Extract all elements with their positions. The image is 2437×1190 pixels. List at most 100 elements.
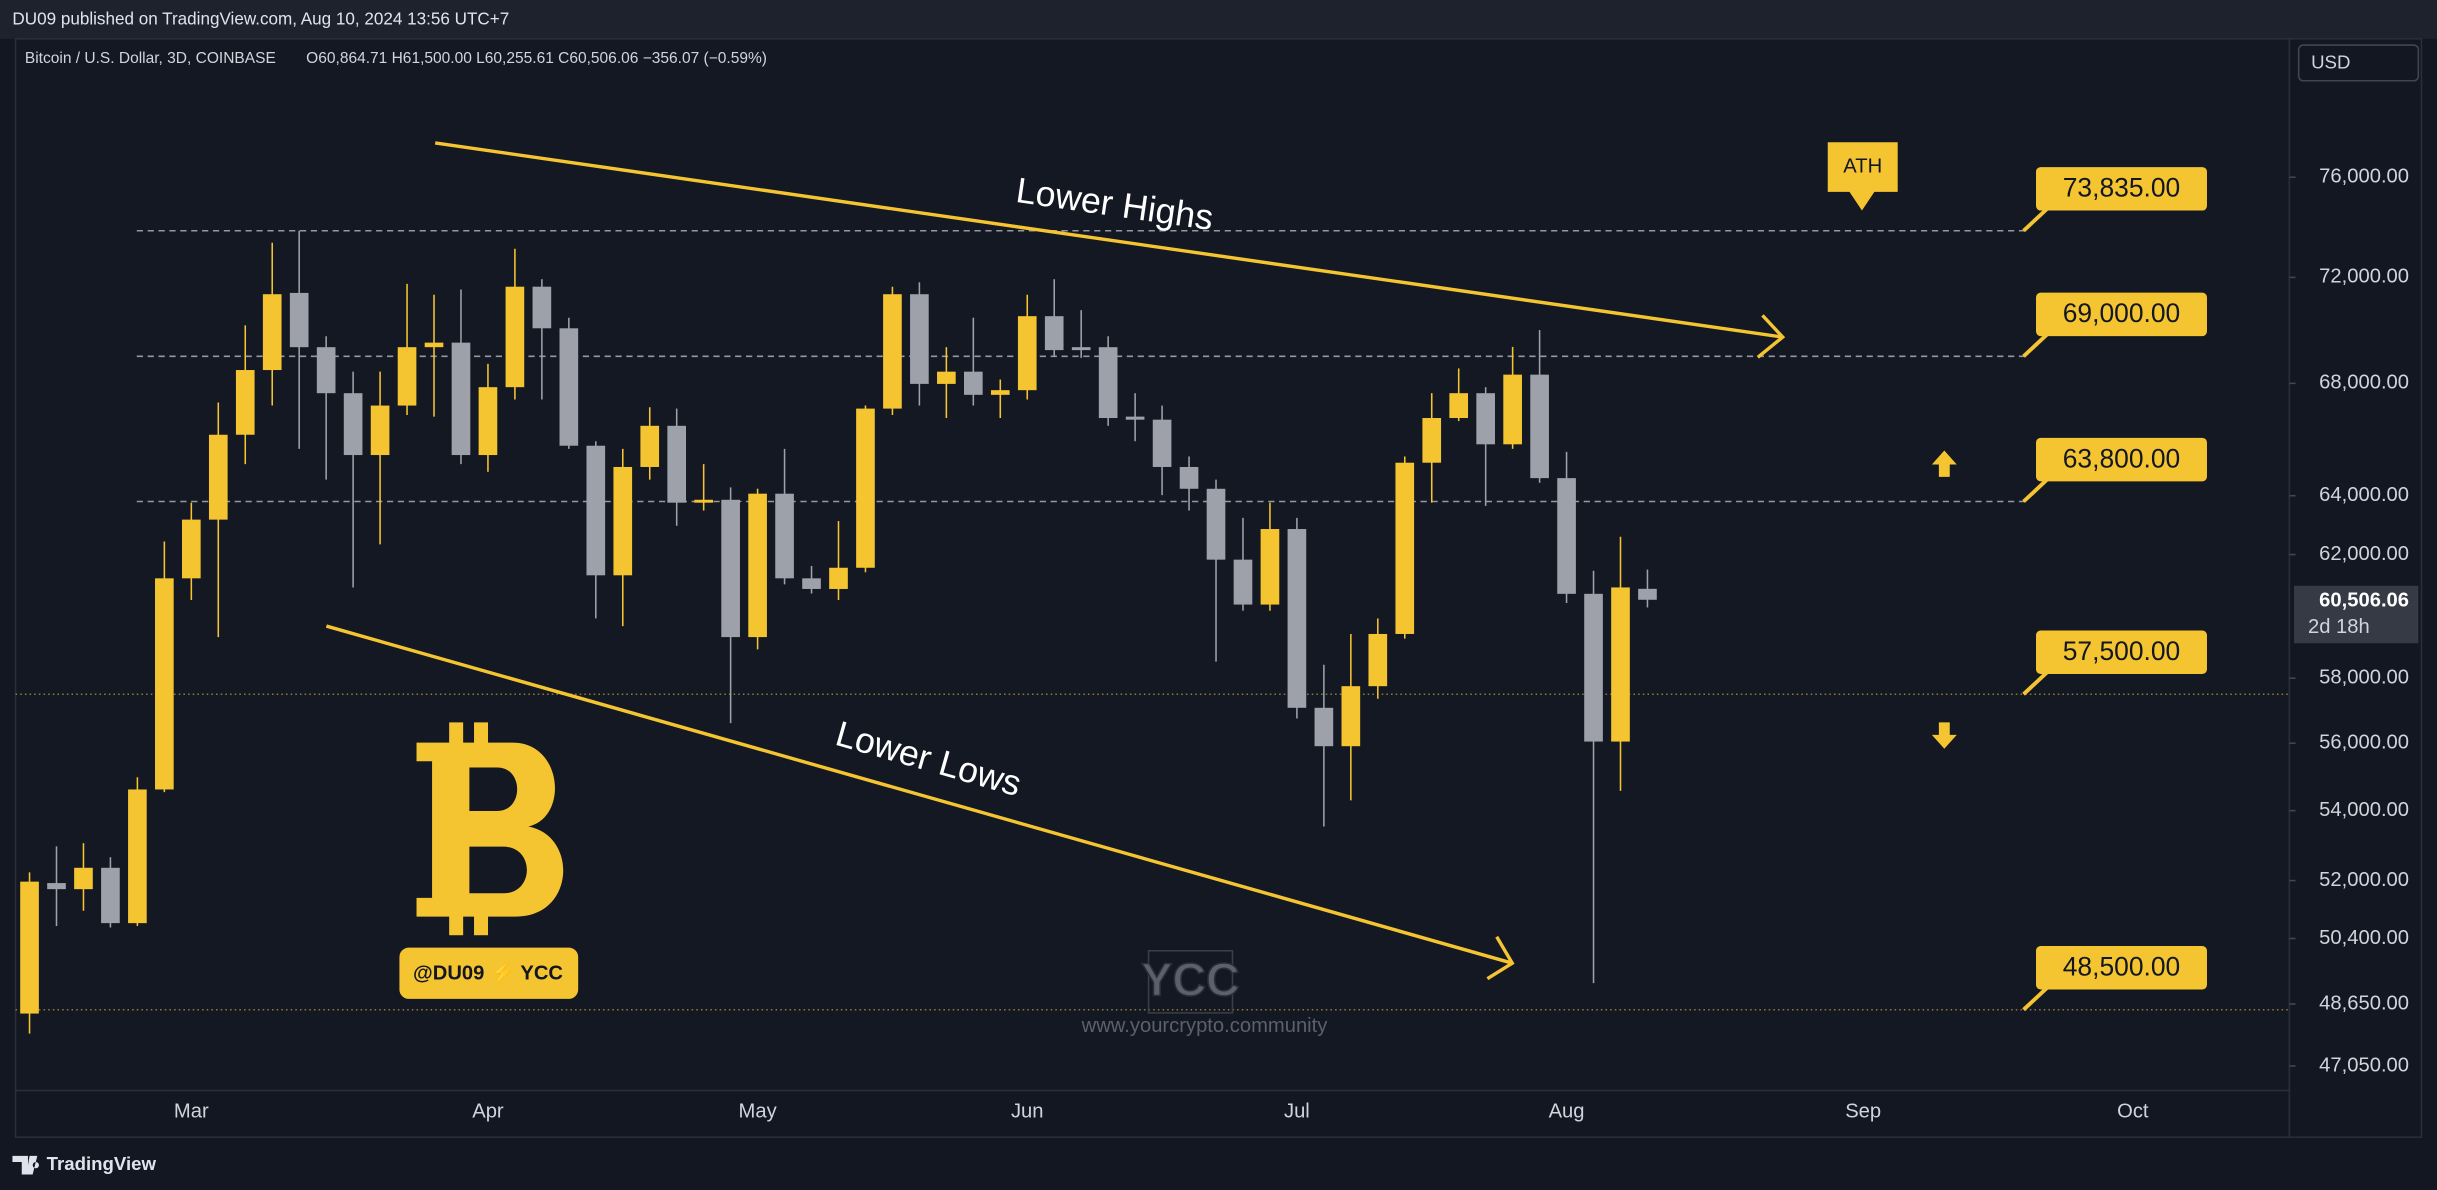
candle-body <box>316 347 336 394</box>
level-box <box>2036 437 2207 482</box>
level-box <box>2036 292 2207 337</box>
candle-body <box>20 881 39 1014</box>
y-tick-label: 72,000.00 <box>2319 266 2409 288</box>
candle-body <box>1341 686 1361 747</box>
y-tick-label: 68,000.00 <box>2319 372 2409 394</box>
logo-bar <box>449 722 464 748</box>
candle-body <box>1530 374 1549 479</box>
upper-trend-line <box>434 141 1783 339</box>
candle-body <box>235 370 255 435</box>
level-pointer <box>2022 478 2049 503</box>
ycc-logo-box <box>1147 949 1234 1014</box>
candle-body <box>1395 462 1415 634</box>
trend-lines <box>325 141 1786 981</box>
candle-body <box>748 493 767 638</box>
candle-body <box>289 292 309 348</box>
currency[interactable]: USD <box>2311 52 2350 73</box>
currency-button[interactable] <box>2297 44 2420 82</box>
badge-text: @DU09 ⚡ YCC <box>413 960 563 985</box>
candle-body <box>181 519 201 579</box>
candle-body <box>101 867 120 924</box>
down-arrow <box>1931 722 1957 749</box>
level-box <box>2036 946 2207 990</box>
top-bar <box>0 0 2437 39</box>
level-pointer <box>2022 333 2049 358</box>
watermark-url: www.yourcrypto.community <box>1081 1015 1329 1037</box>
x-tick-label: May <box>739 1101 778 1123</box>
candle-body <box>1449 393 1469 419</box>
last-price-tag <box>2294 585 2419 644</box>
candle-body <box>937 371 956 384</box>
candle-body <box>1611 587 1630 742</box>
x-tick-label: Apr <box>472 1101 504 1123</box>
candle-body <box>505 286 525 388</box>
published-note: DU09 published on TradingView.com, Aug 1… <box>12 10 509 29</box>
level-pointer <box>2022 671 2049 696</box>
ycc-logo: YCC <box>1141 954 1239 1006</box>
candle-body <box>47 883 66 890</box>
y-tick-label: 54,000.00 <box>2319 799 2409 821</box>
candle-body <box>424 342 444 348</box>
candle-body <box>1125 416 1145 420</box>
candle-body <box>1476 393 1495 445</box>
x-tick-label: Jun <box>1011 1101 1044 1123</box>
candle-body <box>1017 316 1037 391</box>
level-label: 63,800.00 <box>2063 443 2181 473</box>
arrow-head <box>1486 935 1515 981</box>
level-pointer <box>2022 986 2049 1012</box>
level-label: 69,000.00 <box>2063 298 2181 328</box>
brand: TradingView <box>47 1153 157 1174</box>
x-tick-label: Mar <box>174 1101 209 1123</box>
x-tick-label: Aug <box>1549 1101 1585 1123</box>
candle-body <box>1503 374 1522 445</box>
arrow-head <box>1756 314 1786 359</box>
candle-body <box>667 425 687 503</box>
candle-body <box>856 408 875 568</box>
level-label: 48,500.00 <box>2063 952 2181 982</box>
y-tick-label: 62,000.00 <box>2319 543 2409 565</box>
y-tick-label: 48,650.00 <box>2319 992 2409 1014</box>
y-tick-label: 50,400.00 <box>2319 927 2409 949</box>
candle-body <box>262 294 282 371</box>
candle-body <box>640 425 660 467</box>
logo-bar <box>474 722 489 748</box>
candle-body <box>559 328 579 446</box>
overlay: 76,000.00 72,000.00 68,000.00 64,000.00 62,0… <box>174 142 2419 1123</box>
level-box <box>2036 630 2207 675</box>
level-pointer <box>2022 207 2049 233</box>
candle-body <box>155 578 174 790</box>
candle-body <box>613 466 633 576</box>
candle-body <box>1368 633 1388 687</box>
candle-body <box>74 867 93 890</box>
candle-body <box>775 493 794 579</box>
plot-area <box>14 38 2291 1092</box>
x-tick-label: Oct <box>2117 1101 2149 1123</box>
candle-body <box>963 371 983 395</box>
candles <box>20 230 1657 1034</box>
candle-body <box>1233 559 1253 605</box>
badge <box>399 947 579 999</box>
candle-body <box>1422 418 1442 463</box>
x-tick-label: Sep <box>1845 1101 1881 1123</box>
y-tick-label: 47,050.00 <box>2319 1054 2409 1076</box>
candle-body <box>1206 488 1226 560</box>
y-tick-label: 58,000.00 <box>2319 667 2409 689</box>
candle-body <box>1584 593 1603 742</box>
logo-b <box>416 742 564 917</box>
tv-logo <box>12 1155 39 1175</box>
levels <box>15 229 2290 1011</box>
level-label: 73,835.00 <box>2063 173 2181 203</box>
y-tick-label: 56,000.00 <box>2319 732 2409 754</box>
ohlc: O60,864.71 H61,500.00 L60,255.61 C60,506… <box>306 50 767 67</box>
candle-body <box>343 393 363 456</box>
candle-body <box>883 294 902 409</box>
ath-label: ATH <box>1843 155 1882 177</box>
candle-body <box>208 434 228 520</box>
candle-body <box>1098 347 1118 419</box>
bitcoin-logo <box>416 722 564 936</box>
last-price: 60,506.06 <box>2319 590 2409 612</box>
level-label: 57,500.00 <box>2063 636 2181 666</box>
candle-body <box>478 387 498 456</box>
candle-body <box>532 286 552 329</box>
